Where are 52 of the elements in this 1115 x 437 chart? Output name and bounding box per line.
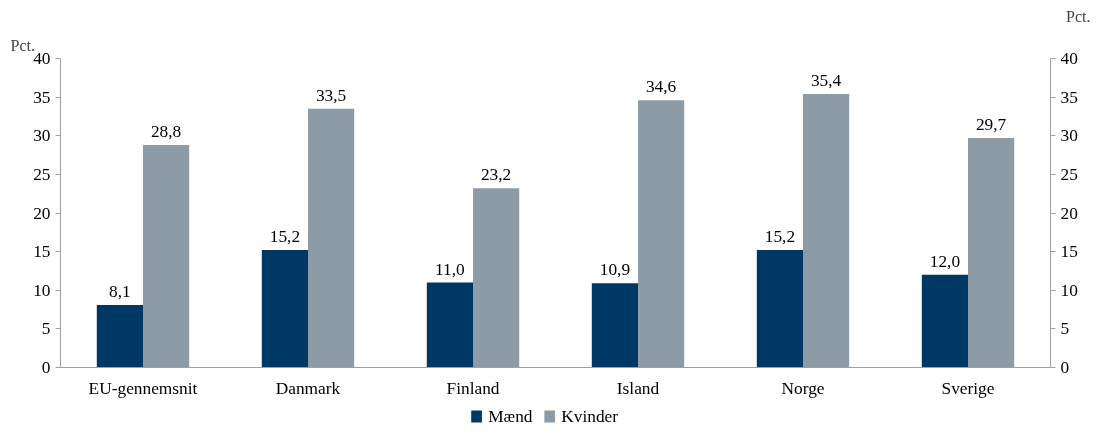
data-label: 11,0 [435,259,465,279]
x-tick-label: EU-gennemsnit [88,378,198,398]
y-tick-label: 30 [33,126,51,146]
y-tick-label: 35 [33,87,51,107]
data-label: 8,1 [109,281,131,301]
y2-axis-title: Pct. [1066,7,1091,25]
y2-tick-label: 0 [1060,358,1070,377]
bar [143,145,190,368]
x-tick-label: Norge [781,378,825,398]
bar [921,274,968,368]
bar [473,188,520,368]
x-tick-label: Island [616,378,660,398]
bar [426,282,473,368]
data-label: 35,4 [810,71,842,91]
y-tick-label: 15 [33,242,51,262]
y2-tick-label: 10 [1060,280,1078,300]
y2-tick-label: 30 [1060,126,1078,146]
y-axis-title: Pct. [10,36,35,54]
y2-tick-label: 35 [1060,87,1078,107]
y-tick-label: 5 [41,319,51,339]
data-label: 23,2 [480,165,512,185]
data-label: 28,8 [150,122,182,142]
data-label: 29,7 [975,115,1007,135]
bar [968,138,1015,368]
y2-tick-label: 20 [1060,203,1078,223]
bar [638,100,685,368]
bar [96,304,143,368]
y-tick-label: 40 [33,49,51,68]
bar [591,283,638,368]
x-tick-label: Danmark [275,378,341,398]
data-label: 15,2 [269,227,301,247]
y-tick-label: 25 [33,164,51,184]
bar [756,250,803,368]
y-tick-label: 0 [41,358,51,377]
data-label: 15,2 [764,227,796,247]
data-label: 33,5 [315,85,347,105]
bar [261,250,308,368]
data-label: 12,0 [929,251,961,271]
bar [803,94,850,368]
y2-tick-label: 5 [1060,319,1070,339]
x-tick-label: Sverige [941,378,995,398]
legend-label: Kvinder [561,407,619,426]
legend-label: Mænd [488,407,533,426]
bar [308,108,355,368]
y2-tick-label: 25 [1060,164,1078,184]
y2-tick-label: 15 [1060,242,1078,262]
x-tick-label: Finland [446,378,500,398]
data-label: 34,6 [645,77,677,97]
y-tick-label: 10 [33,280,51,300]
y2-tick-label: 40 [1060,49,1078,68]
data-label: 10,9 [599,260,631,280]
y-tick-label: 20 [33,203,51,223]
